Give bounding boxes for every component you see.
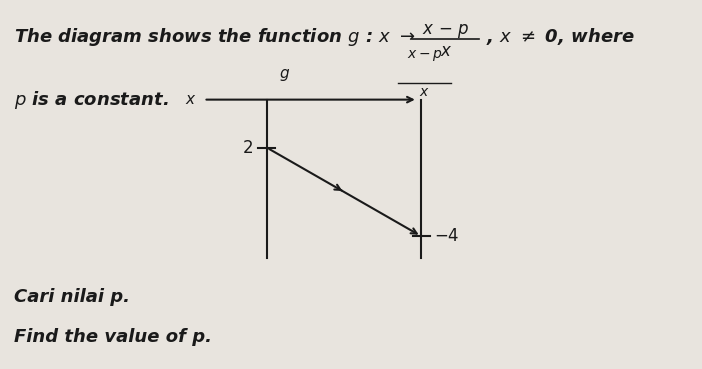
Text: $x$: $x$ (419, 85, 430, 99)
Text: $x$: $x$ (185, 92, 197, 107)
Text: $g$: $g$ (279, 67, 290, 83)
Text: The diagram shows the function $g$ : $x$ $\rightarrow$: The diagram shows the function $g$ : $x$… (14, 26, 420, 48)
Text: , $x$ $\neq$ 0, where: , $x$ $\neq$ 0, where (486, 26, 635, 47)
Text: $-4$: $-4$ (434, 227, 459, 245)
Text: $p$ is a constant.: $p$ is a constant. (14, 89, 168, 111)
Text: $x$ $-$ $p$: $x$ $-$ $p$ (422, 22, 470, 40)
Text: $2$: $2$ (241, 139, 253, 156)
Text: Find the value of p.: Find the value of p. (14, 328, 212, 346)
Text: $x-p$: $x-p$ (407, 48, 442, 63)
Text: $x$: $x$ (439, 42, 452, 61)
Text: Cari nilai p.: Cari nilai p. (14, 288, 130, 306)
